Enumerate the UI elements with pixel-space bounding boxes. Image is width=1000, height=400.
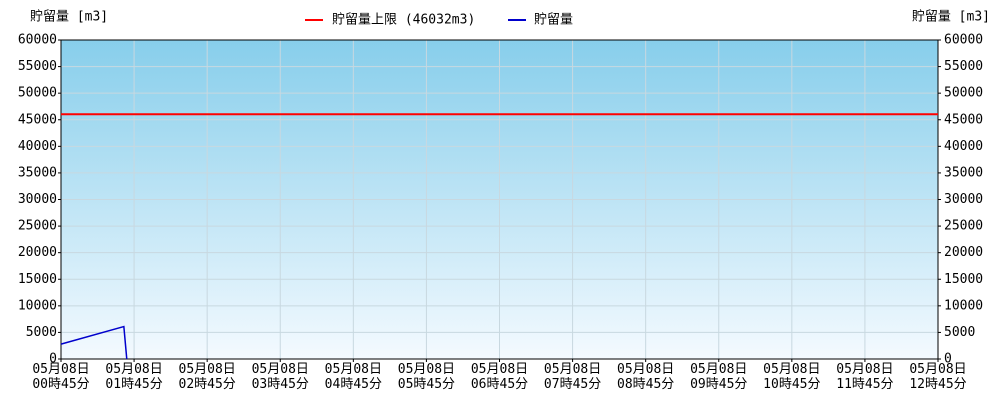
y-tick-label: 20000 — [18, 245, 57, 260]
y-tick-label: 10000 — [18, 298, 57, 313]
y2-tick-label: 35000 — [944, 165, 983, 180]
y2-tick-label: 25000 — [944, 219, 983, 234]
y-tick-label: 35000 — [18, 165, 57, 180]
y-tick-label: 55000 — [18, 59, 57, 74]
plot-border — [60, 39, 939, 360]
y-tick-label: 50000 — [18, 86, 57, 101]
y2-tick-label: 10000 — [944, 298, 983, 313]
y2-tick-label: 55000 — [944, 59, 983, 74]
x-tick-label: 05月08日 08時45分 — [617, 362, 675, 392]
y-axis-title: 貯留量 [m3] — [30, 10, 108, 25]
y2-tick-label: 5000 — [944, 325, 975, 340]
y2-tick-label: 50000 — [944, 86, 983, 101]
y-tick-label: 5000 — [26, 325, 57, 340]
x-tick-label: 05月08日 05時45分 — [397, 362, 456, 392]
x-tick-label: 05月08日 09時45分 — [690, 362, 748, 392]
y-tick-label: 30000 — [18, 192, 57, 207]
y-tick-label: 0 — [49, 352, 57, 367]
y2-tick-label: 40000 — [944, 139, 983, 154]
y2-axis-title: 貯留量 [m3] — [912, 10, 990, 25]
y2-tick-label: 20000 — [944, 245, 983, 260]
x-tick-label: 05月08日 03時45分 — [251, 362, 309, 392]
y-tick-label: 15000 — [18, 272, 57, 287]
y2-tick-label: 0 — [944, 352, 952, 367]
y2-tick-label: 45000 — [944, 112, 983, 127]
y-tick-label: 40000 — [18, 139, 57, 154]
x-tick-label: 05月08日 04時45分 — [324, 362, 382, 392]
x-tick-label: 05月08日 02時45分 — [178, 362, 236, 392]
x-tick-label: 05月08日 10時45分 — [763, 362, 821, 392]
y2-tick-label: 30000 — [944, 192, 983, 207]
x-tick-label: 05月08日 01時45分 — [105, 362, 163, 392]
legend-label: 貯留量 — [534, 13, 573, 28]
y-tick-label: 25000 — [18, 219, 57, 234]
series-line — [60, 325, 128, 360]
x-tick-label: 05月08日 00時45分 — [32, 362, 90, 392]
x-tick-label: 05月08日 12時45分 — [909, 362, 967, 392]
y2-tick-label: 15000 — [944, 272, 983, 287]
y2-tick-label: 60000 — [944, 33, 983, 48]
y-tick-label: 60000 — [18, 33, 57, 48]
legend-label: 貯留量上限 (46032m3) — [332, 13, 475, 28]
y-tick-label: 45000 — [18, 112, 57, 127]
x-tick-label: 05月08日 07時45分 — [543, 362, 602, 392]
x-tick-label: 05月08日 06時45分 — [470, 362, 529, 392]
x-tick-label: 05月08日 11時45分 — [836, 362, 894, 392]
